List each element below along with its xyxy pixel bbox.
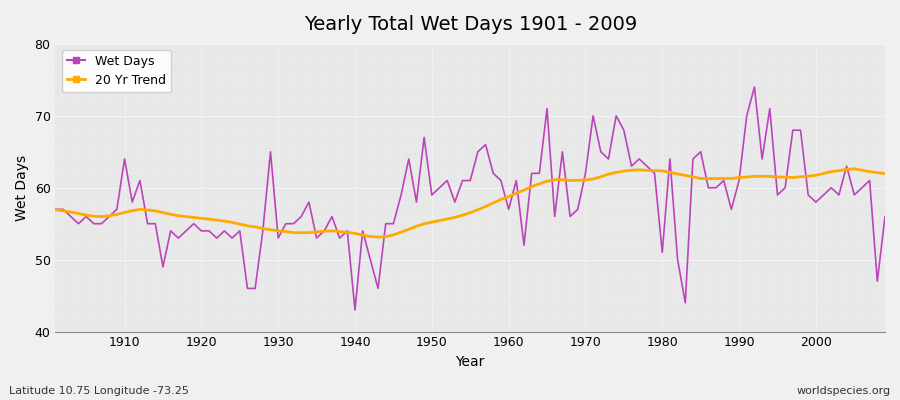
X-axis label: Year: Year	[455, 355, 485, 369]
Y-axis label: Wet Days: Wet Days	[15, 155, 29, 221]
Title: Yearly Total Wet Days 1901 - 2009: Yearly Total Wet Days 1901 - 2009	[303, 15, 637, 34]
Legend: Wet Days, 20 Yr Trend: Wet Days, 20 Yr Trend	[62, 50, 171, 92]
Text: Latitude 10.75 Longitude -73.25: Latitude 10.75 Longitude -73.25	[9, 386, 189, 396]
Text: worldspecies.org: worldspecies.org	[796, 386, 891, 396]
